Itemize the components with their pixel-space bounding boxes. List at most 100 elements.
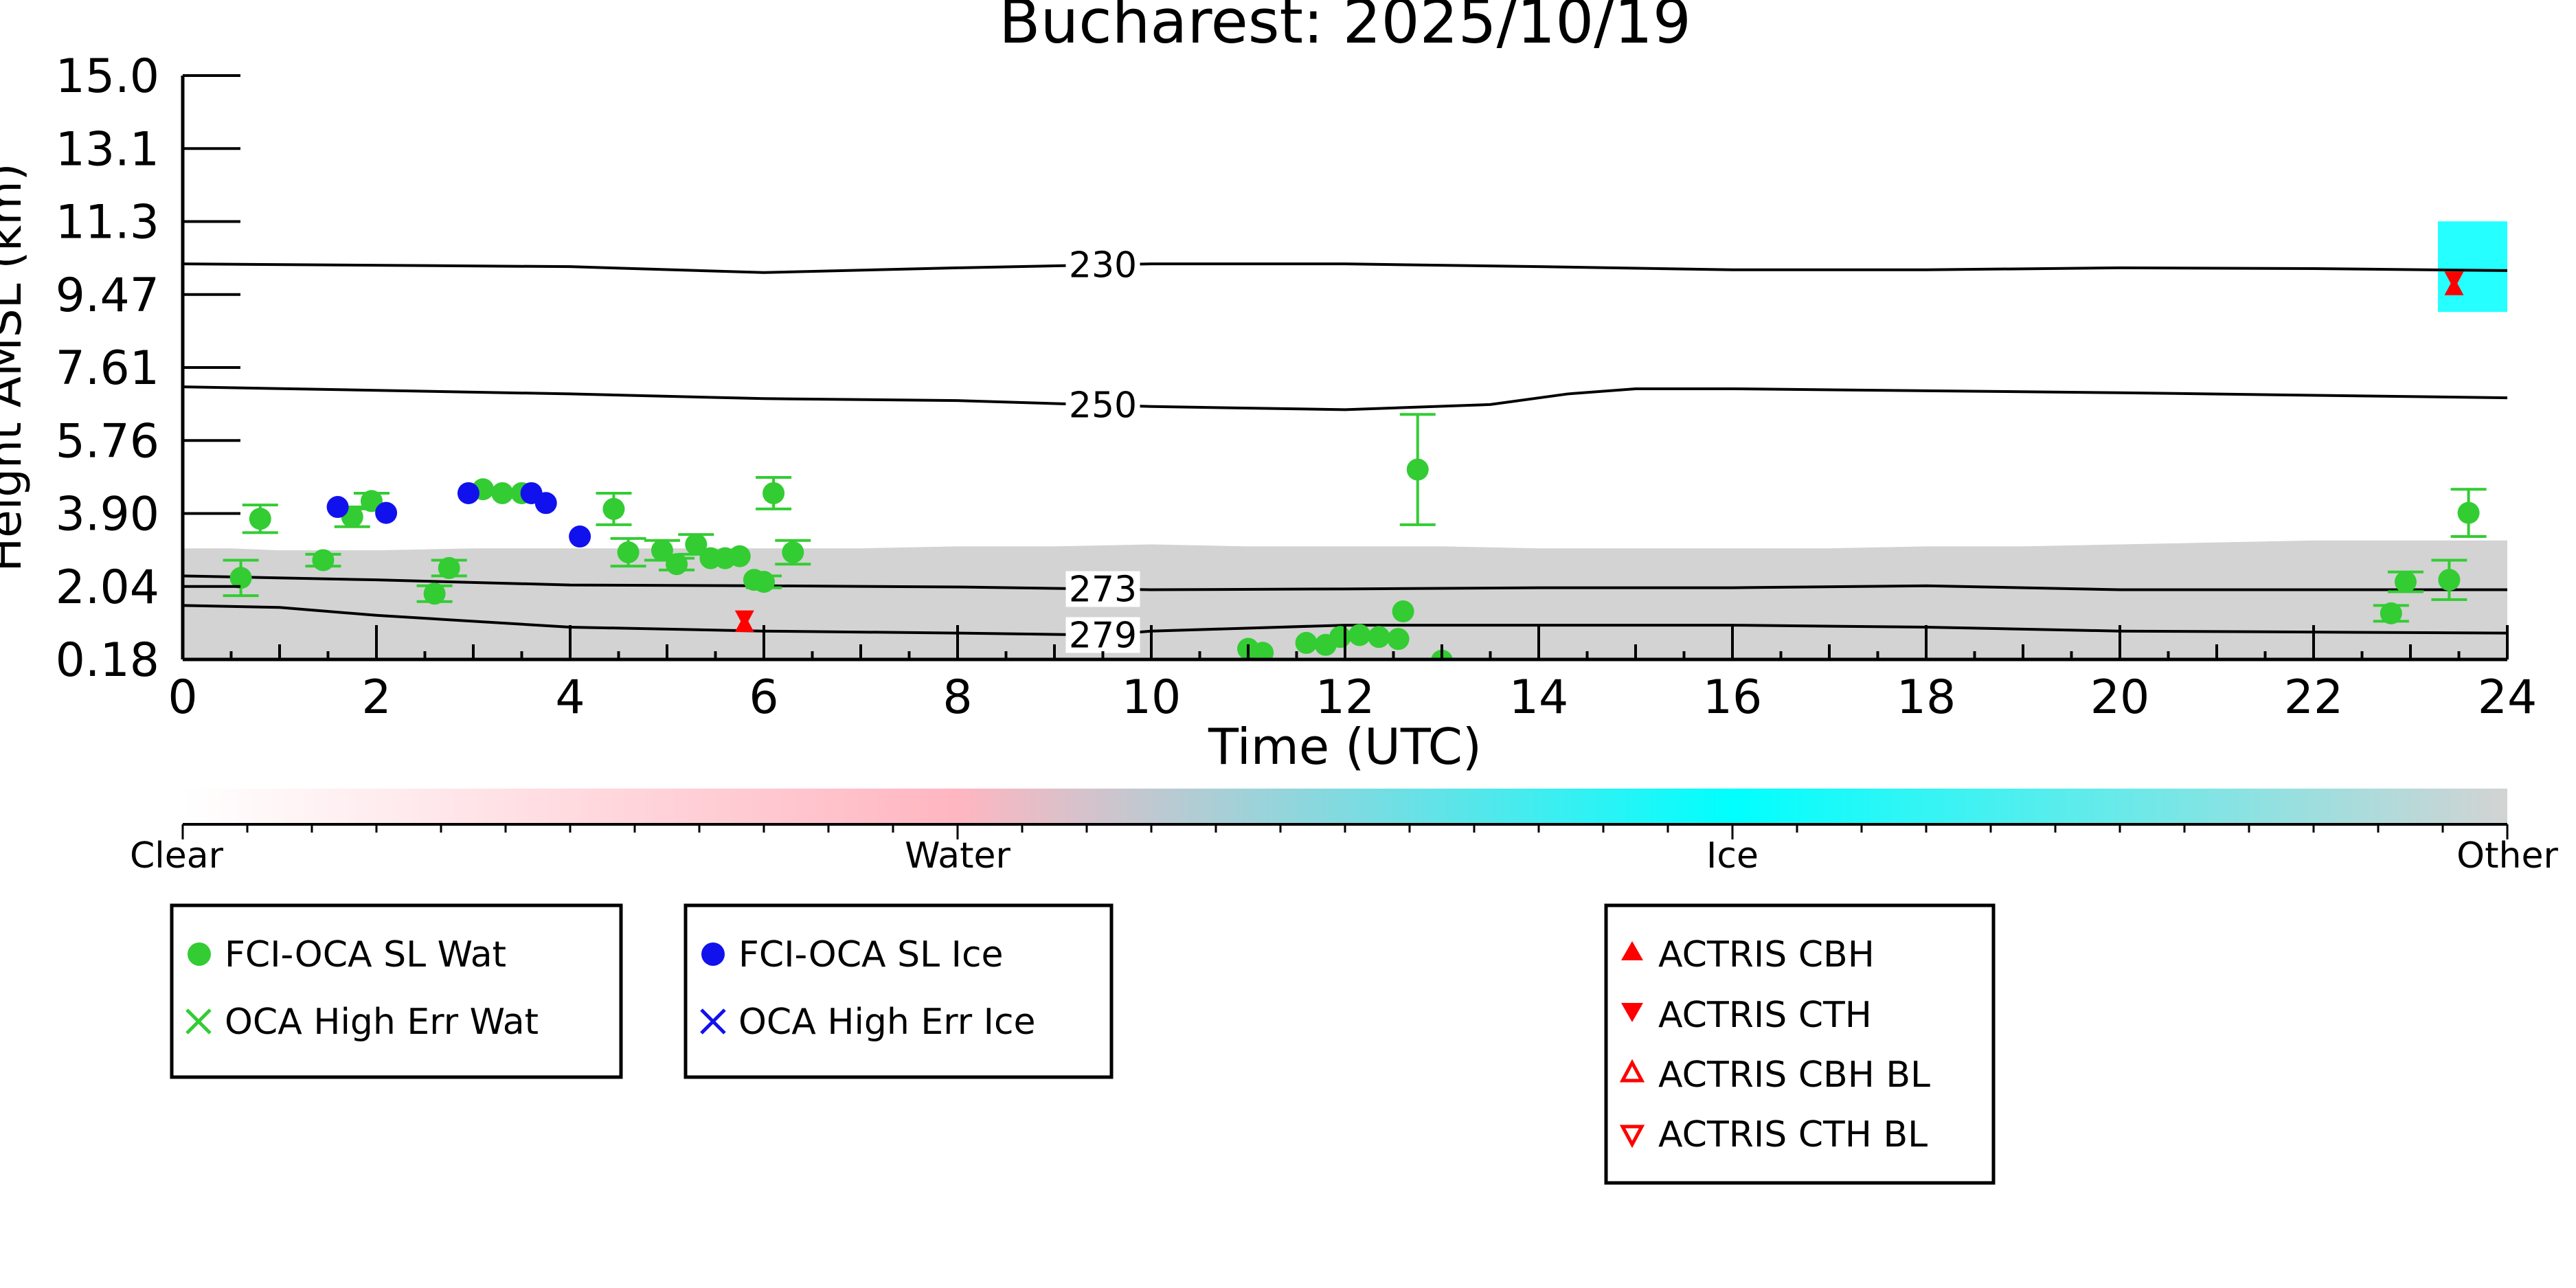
- data-point: [312, 549, 335, 572]
- isotherm-label: 230: [1069, 245, 1137, 286]
- legend-label: FCI-OCA SL Wat: [225, 934, 506, 975]
- data-point: [534, 492, 557, 515]
- cloud-mask: [183, 221, 2507, 659]
- x-axis-label: Time (UTC): [1208, 718, 1482, 776]
- data-point: [1252, 642, 1274, 659]
- data-point: [1329, 626, 1351, 648]
- legend-label: ACTRIS CTH BL: [1658, 1114, 1928, 1155]
- data-point: [666, 553, 688, 576]
- x-tick-label: 0: [168, 670, 197, 725]
- isotherm-label: 279: [1069, 615, 1137, 656]
- isotherm-label-bg: [1065, 617, 1140, 653]
- data-point: [2457, 501, 2480, 524]
- legend-ice: FCI-OCA SL Ice OCA High Err Ice: [683, 903, 1114, 1079]
- x-tick-label: 8: [942, 670, 972, 725]
- legend-label: ACTRIS CBH: [1658, 934, 1875, 975]
- legend-box: [1604, 903, 1996, 1185]
- isotherm-line: [183, 574, 2507, 591]
- plot-area: [183, 221, 2507, 659]
- colorbar-label-ice: Ice: [1706, 835, 1759, 877]
- x-tick-label: 22: [2284, 670, 2344, 725]
- legend-marker-cth: [1621, 1003, 1643, 1022]
- data-point: [375, 501, 398, 524]
- colorbar-label-water: Water: [905, 835, 1010, 877]
- data-point: [249, 508, 271, 530]
- data-point: [457, 482, 479, 504]
- x-tick-label: 14: [1509, 670, 1569, 725]
- data-point: [1392, 600, 1414, 623]
- x-tick-label: 2: [361, 670, 391, 725]
- legend-label: OCA High Err Wat: [225, 1002, 539, 1043]
- data-point: [2380, 602, 2402, 624]
- x-tick-label: 6: [749, 670, 778, 725]
- actris-cth-marker: [734, 610, 754, 629]
- y-tick-label: 5.76: [56, 414, 159, 468]
- data-point: [762, 482, 785, 504]
- x-tick-label: 24: [2478, 670, 2538, 725]
- legend-water: FCI-OCA SL Wat OCA High Err Wat: [170, 903, 623, 1079]
- legend-marker-x-wat: [185, 1008, 212, 1035]
- y-ticks: 0.18 2.04 3.90 5.76 7.61 9.47 11.3 13.1 15.0: [56, 49, 240, 688]
- y-tick-label: 2.04: [56, 561, 159, 615]
- data-point: [651, 539, 673, 562]
- isotherm-line: [183, 385, 2507, 411]
- y-tick-label: 11.3: [56, 196, 159, 250]
- isotherm-label-bg: [1065, 247, 1140, 283]
- legend-marker-fci-oca-sl-wat: [188, 942, 211, 966]
- colorbar-label-other: Other: [2456, 835, 2558, 877]
- legend-marker-x-ice: [700, 1008, 726, 1035]
- y-tick-label: 7.61: [56, 341, 159, 396]
- x-tick-label: 10: [1122, 670, 1182, 725]
- data-point: [229, 567, 252, 589]
- data-point: [2394, 571, 2417, 594]
- data-point: [728, 545, 751, 567]
- data-point: [438, 556, 460, 579]
- y-tick-label: 9.47: [56, 269, 159, 323]
- colorbar-ticks: [181, 824, 2509, 839]
- data-point: [782, 541, 804, 563]
- colorbar-gradient: [183, 789, 2507, 824]
- legend-actris: ACTRIS CBH ACTRIS CTH ACTRIS CBH BL ACTR…: [1604, 903, 1996, 1185]
- legend-label: FCI-OCA SL Ice: [738, 934, 1004, 975]
- x-ticks: 0 2 4 6 8 10 12 14 16 18 20 22 24: [168, 625, 2537, 725]
- data-point: [1368, 626, 1390, 648]
- x-tick-label: 18: [1897, 670, 1956, 725]
- data-point: [360, 490, 383, 512]
- data-point: [753, 571, 775, 594]
- isotherm-label: 250: [1069, 385, 1137, 427]
- data-point: [1387, 628, 1410, 651]
- legend-marker-cth-bl: [1619, 1125, 1645, 1149]
- legend-box: [170, 903, 623, 1079]
- x-tick-label: 16: [1703, 670, 1763, 725]
- legend-marker-cbh: [1621, 941, 1643, 960]
- data-point: [602, 497, 625, 520]
- isotherm-label: 273: [1069, 569, 1137, 610]
- y-tick-label: 13.1: [56, 122, 159, 177]
- axes: 0 2 4 6 8 10 12 14 16 18 20 22 24 0.182.043.905.767.…: [56, 49, 2538, 725]
- data-point: [1406, 458, 1429, 481]
- y-tick-label: 3.90: [56, 488, 159, 542]
- data-point: [326, 496, 349, 519]
- data-point: [685, 533, 708, 556]
- data-point: [2438, 569, 2461, 591]
- isotherm-line: [183, 262, 2507, 274]
- isotherm-label-bg: [1065, 387, 1140, 423]
- data-point: [617, 541, 640, 563]
- y-tick-label: 15.0: [56, 49, 159, 104]
- cloud-mask-ice: [2438, 221, 2507, 313]
- x-tick-label: 12: [1315, 670, 1375, 725]
- actris-cth-marker: [2444, 271, 2464, 290]
- isotherm-labels: 230 250 273 279: [1065, 245, 1140, 656]
- legend-box: [683, 903, 1114, 1079]
- legend-label: OCA High Err Ice: [738, 1002, 1036, 1043]
- x-tick-label: 4: [555, 670, 585, 725]
- category-colorbar: Clear Water Ice Other: [130, 789, 2558, 877]
- observation-markers: [223, 271, 2487, 659]
- y-axis-label: Height AMSL (km): [0, 163, 32, 572]
- data-point: [423, 583, 446, 605]
- data-point: [1348, 624, 1371, 646]
- colorbar-label-clear: Clear: [130, 835, 224, 877]
- legend-marker-cbh-bl: [1619, 1059, 1645, 1083]
- x-tick-label: 20: [2090, 670, 2150, 725]
